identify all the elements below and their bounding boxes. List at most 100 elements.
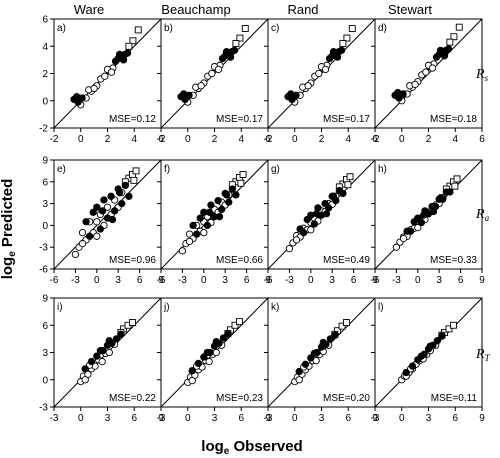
x-tick-label: 2 [319, 134, 325, 145]
data-point-filled [417, 218, 426, 227]
data-point-filled [98, 207, 107, 215]
data-point-filled [310, 220, 319, 228]
x-tick-label: -3 [157, 413, 166, 424]
x-tick-label: -3 [285, 275, 294, 286]
x-tick-label: 4 [452, 134, 458, 145]
mse-label: MSE=0.22 [109, 393, 156, 404]
data-point-filled [222, 191, 231, 199]
data-point-filled [300, 229, 308, 237]
data-point-filled [407, 227, 415, 235]
data-point-filled [203, 221, 212, 230]
data-point-filled [292, 91, 300, 99]
data-point-open [205, 357, 213, 366]
panel-letter: d) [378, 23, 387, 34]
data-point-open [422, 68, 430, 76]
x-tick-label: 9 [479, 275, 485, 286]
y-tick-label: -3 [39, 243, 48, 254]
x-tick-label: 6 [131, 413, 137, 424]
data-point-square [236, 318, 243, 326]
x-tick-label: -2 [264, 134, 273, 145]
data-point-filled [446, 188, 454, 196]
data-point-filled [205, 208, 214, 216]
y-tick-label: 9 [42, 294, 48, 305]
data-point-square [129, 319, 136, 326]
y-tick-label: 6 [42, 15, 48, 26]
data-point-square [450, 321, 457, 329]
panel-letter: g) [271, 164, 280, 175]
x-tick-label: 0 [78, 134, 84, 145]
data-point-filled [78, 94, 86, 102]
data-point-filled [319, 338, 327, 347]
y-tick-label: 4 [42, 42, 48, 53]
x-tick-label: 2 [212, 134, 218, 145]
data-point-filled [402, 368, 410, 377]
mse-label: MSE=0.49 [323, 255, 370, 266]
data-point-open [212, 348, 220, 357]
data-point-square [241, 25, 249, 32]
y-tick-label: 0 [42, 96, 48, 107]
x-tick-label: 0 [292, 134, 298, 145]
data-point-open [304, 82, 312, 90]
mse-label: MSE=0.17 [323, 114, 370, 125]
x-tick-label: 3 [329, 275, 335, 286]
mse-label: MSE=0.18 [430, 114, 477, 125]
data-point-filled [118, 199, 126, 208]
data-point-square [231, 321, 239, 329]
data-point-filled [123, 49, 132, 57]
data-point-filled [433, 337, 442, 345]
data-point-open [185, 237, 194, 246]
panel-letter: j) [163, 302, 170, 313]
panel-letter: k) [271, 302, 279, 313]
y-tick-label: -3 [39, 403, 48, 414]
data-point-filled [188, 367, 196, 375]
data-point-square [125, 42, 133, 50]
y-tick-label: 9 [42, 156, 48, 167]
x-tick-label: 6 [452, 413, 458, 424]
x-tick-label: 6 [137, 275, 143, 286]
data-point-open [101, 72, 109, 80]
y-tick-label: -2 [39, 124, 48, 135]
data-point-filled [86, 232, 94, 240]
mse-label: MSE=0.20 [323, 393, 370, 404]
data-point-filled [117, 330, 125, 338]
data-point-square [339, 40, 347, 47]
x-tick-label: 6 [238, 413, 244, 424]
mse-label: MSE=0.12 [109, 114, 156, 125]
x-tick-label: -3 [264, 413, 273, 424]
x-tick-label: 2 [105, 134, 111, 145]
data-point-filled [312, 210, 321, 218]
x-tick-label: 6 [265, 134, 271, 145]
y-tick-label: 6 [42, 321, 48, 332]
x-tick-label: 9 [158, 413, 164, 424]
data-point-open [197, 82, 205, 90]
x-tick-label: 6 [479, 134, 485, 145]
x-tick-label: -3 [178, 275, 187, 286]
data-point-filled [337, 46, 346, 54]
x-tick-label: 0 [399, 413, 405, 424]
x-tick-label: -6 [371, 275, 380, 286]
data-point-filled [119, 56, 128, 64]
data-point-filled [329, 192, 338, 200]
data-point-open [188, 377, 196, 385]
data-point-filled [185, 91, 193, 99]
panel-f: -6 -3 0 3 6 9 f) MSE=0.66 [157, 159, 271, 286]
y-tick-label: 2 [42, 69, 48, 80]
x-tick-label: 3 [222, 275, 228, 286]
data-point-square [455, 23, 463, 31]
data-point-open [292, 236, 301, 244]
data-point-open [81, 376, 89, 384]
x-tick-label: -2 [371, 134, 380, 145]
data-point-open [428, 64, 437, 72]
data-point-open [107, 68, 116, 76]
mse-label: MSE=0.96 [109, 255, 156, 266]
mse-label: MSE=0.66 [216, 255, 263, 266]
x-tick-label: 4 [131, 134, 137, 145]
data-point-open [399, 234, 408, 243]
data-point-filled [107, 192, 115, 200]
x-tick-label: 6 [458, 275, 464, 286]
data-point-filled [230, 46, 239, 54]
data-point-filled [444, 45, 453, 53]
